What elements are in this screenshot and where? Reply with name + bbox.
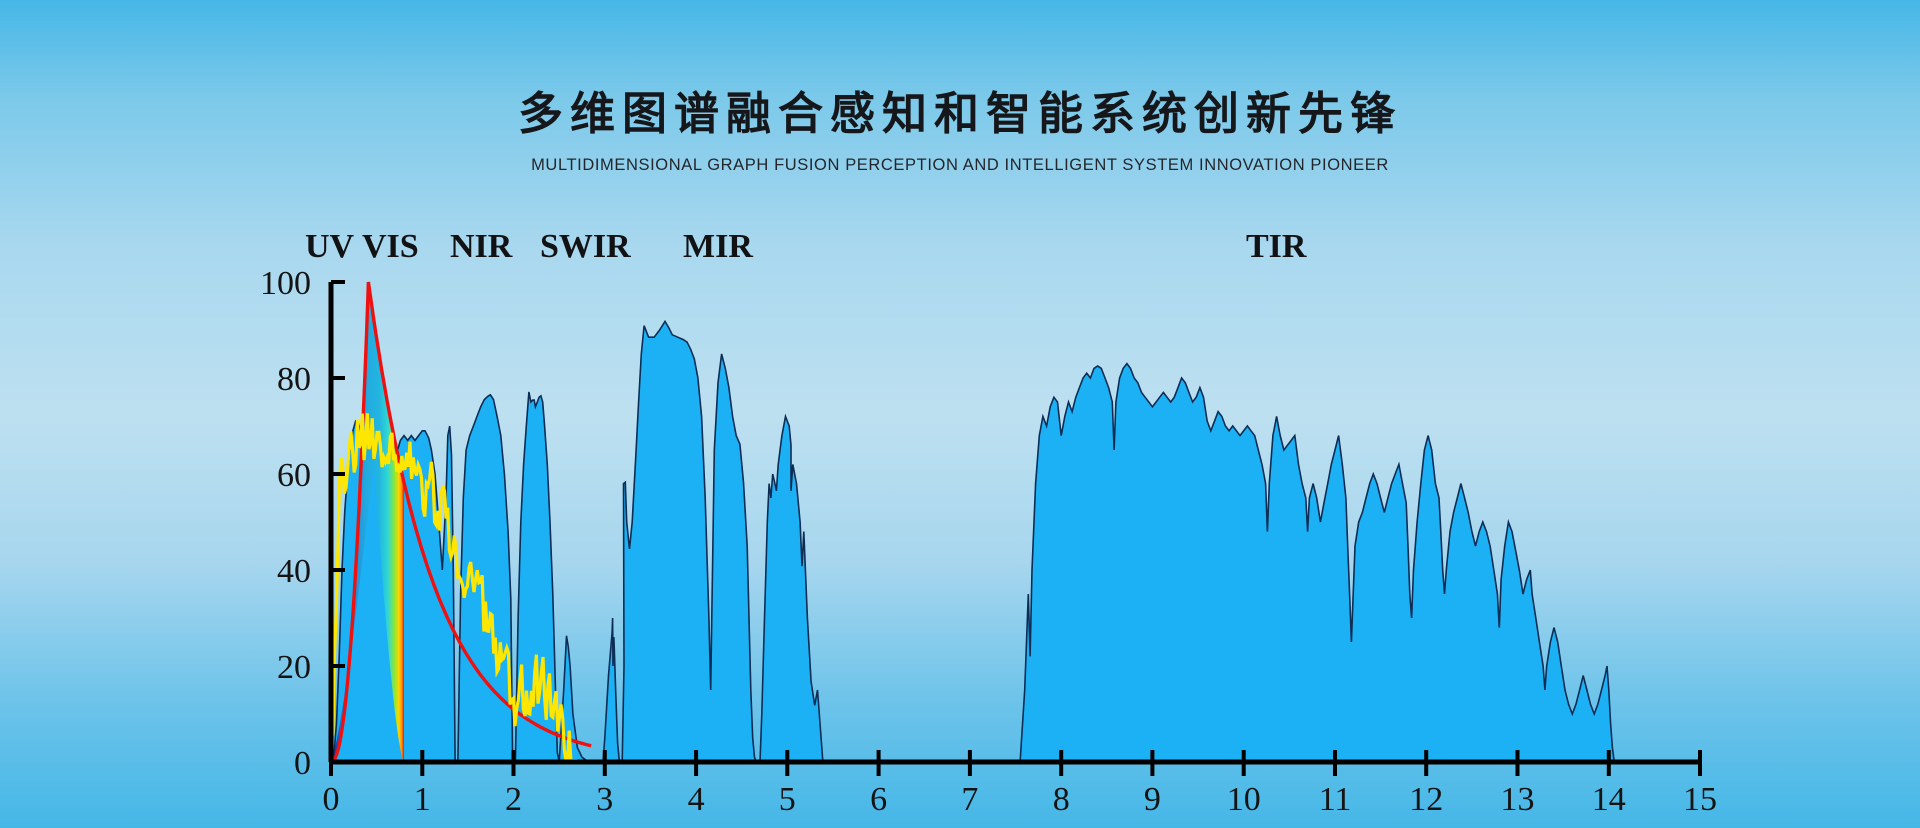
svg-text:6: 6 xyxy=(870,781,887,818)
svg-text:1: 1 xyxy=(414,781,431,818)
svg-text:100: 100 xyxy=(260,265,311,302)
svg-text:10: 10 xyxy=(1227,781,1261,818)
svg-text:12: 12 xyxy=(1409,781,1443,818)
svg-text:8: 8 xyxy=(1053,781,1070,818)
svg-text:0: 0 xyxy=(294,745,311,782)
svg-text:80: 80 xyxy=(277,361,311,398)
svg-text:7: 7 xyxy=(961,781,978,818)
svg-text:13: 13 xyxy=(1501,781,1535,818)
svg-text:40: 40 xyxy=(277,553,311,590)
svg-text:0: 0 xyxy=(323,781,340,818)
svg-text:4: 4 xyxy=(688,781,705,818)
svg-text:9: 9 xyxy=(1144,781,1161,818)
svg-text:15: 15 xyxy=(1683,781,1717,818)
svg-text:2: 2 xyxy=(505,781,522,818)
svg-text:5: 5 xyxy=(779,781,796,818)
svg-text:60: 60 xyxy=(277,457,311,494)
svg-text:20: 20 xyxy=(277,649,311,686)
svg-text:14: 14 xyxy=(1592,781,1626,818)
svg-text:3: 3 xyxy=(596,781,613,818)
svg-text:11: 11 xyxy=(1319,781,1352,818)
